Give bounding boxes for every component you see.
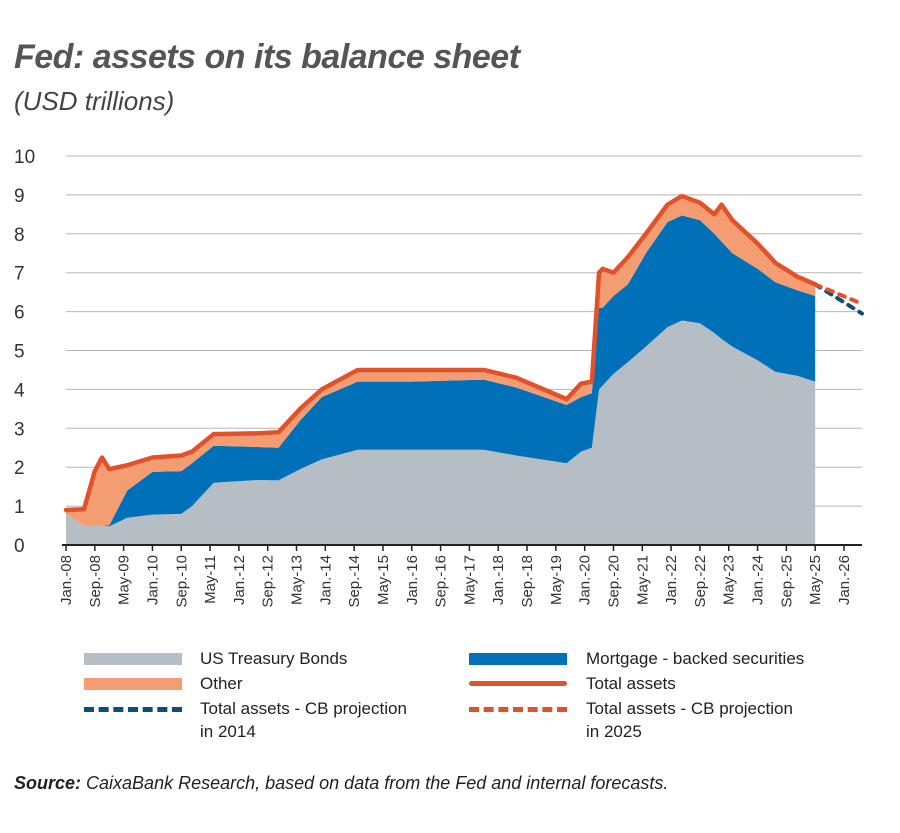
x-tick-label: Jan.-12	[231, 555, 248, 605]
y-tick-label: 1	[14, 497, 25, 518]
y-tick-label: 10	[14, 147, 35, 168]
y-tick-label: 6	[14, 303, 25, 324]
x-tick-label: Jan.-22	[663, 555, 680, 605]
x-tick-label: May-21	[634, 555, 651, 605]
x-tick-label: May-13	[289, 555, 306, 605]
line-total-assets	[63, 193, 818, 513]
x-tick-label: Sep.-08	[87, 555, 104, 608]
legend-label-mbs: Mortgage - backed securities	[586, 649, 805, 668]
legend-swatch-other	[84, 678, 182, 690]
legend-label-total: Total assets	[586, 674, 676, 693]
x-tick-label: May-17	[461, 555, 478, 605]
x-tick-label: Jan.-16	[404, 555, 421, 605]
x-tick-label: Jan.-24	[750, 555, 767, 605]
legend-swatch-proj-2014	[84, 707, 182, 712]
y-tick-label: 7	[14, 264, 25, 285]
x-tick-label: Sep.-20	[605, 555, 622, 608]
x-tick-label: Jan.-20	[577, 555, 594, 605]
x-tick-label: Sep.-14	[346, 555, 363, 608]
x-tick-label: Sep.-12	[260, 555, 277, 608]
x-tick-label: Sep.-22	[692, 555, 709, 608]
y-tick-label: 3	[14, 419, 25, 440]
x-tick-label: Jan.-10	[144, 555, 161, 605]
area-mortgage-backed-securities	[66, 215, 816, 527]
y-tick-label: 2	[14, 458, 25, 479]
source-note: Source: CaixaBank Research, based on dat…	[14, 773, 668, 794]
x-tick-label: Jan.-18	[490, 555, 507, 605]
source-label: Source:	[14, 773, 82, 793]
x-tick-label: Jan.-26	[836, 555, 853, 605]
x-tick-label: Sep.-16	[433, 555, 450, 608]
x-tick-label: Jan.-14	[317, 555, 334, 605]
legend-swatch-mbs	[469, 653, 567, 665]
x-tick-label: Sep.-10	[173, 555, 190, 608]
chart-title: Fed: assets on its balance sheet	[14, 38, 520, 76]
area-other	[66, 196, 816, 526]
legend-swatch-total	[469, 681, 567, 686]
x-tick-label: Sep.-25	[778, 555, 795, 608]
legend-label-proj-2014: Total assets - CB projection in 2014	[200, 699, 407, 741]
x-tick-label: May-25	[807, 555, 824, 605]
x-tick-label: May-11	[202, 555, 219, 604]
y-tick-label: 5	[14, 342, 25, 363]
line-total-assets-cb-projection-in-2025	[813, 282, 864, 306]
line-total-assets-cb-projection-in-2014	[813, 282, 864, 316]
x-tick-label: May-09	[116, 555, 133, 605]
x-tick-label: Jan.-08	[58, 555, 75, 605]
legend-label-treasury: US Treasury Bonds	[200, 649, 348, 668]
source-text: CaixaBank Research, based on data from t…	[81, 773, 669, 793]
legend-label-other: Other	[200, 674, 243, 693]
x-tick-label: May-19	[548, 555, 565, 605]
chart-subtitle: (USD trillions)	[14, 86, 175, 116]
y-tick-label: 8	[14, 225, 25, 246]
y-tick-label: 4	[14, 380, 25, 401]
y-tick-label: 9	[14, 186, 25, 207]
x-tick-label: May-15	[375, 555, 392, 605]
x-tick-label: May-23	[721, 555, 738, 605]
legend-label-proj-2025: Total assets - CB projection in 2025	[586, 699, 793, 741]
y-tick-label: 0	[14, 536, 25, 557]
legend-swatch-treasury	[84, 653, 182, 665]
x-tick-label: Sep.-18	[519, 555, 536, 608]
legend-swatch-proj-2025	[469, 707, 567, 712]
area-us-treasury-bonds	[66, 320, 816, 545]
